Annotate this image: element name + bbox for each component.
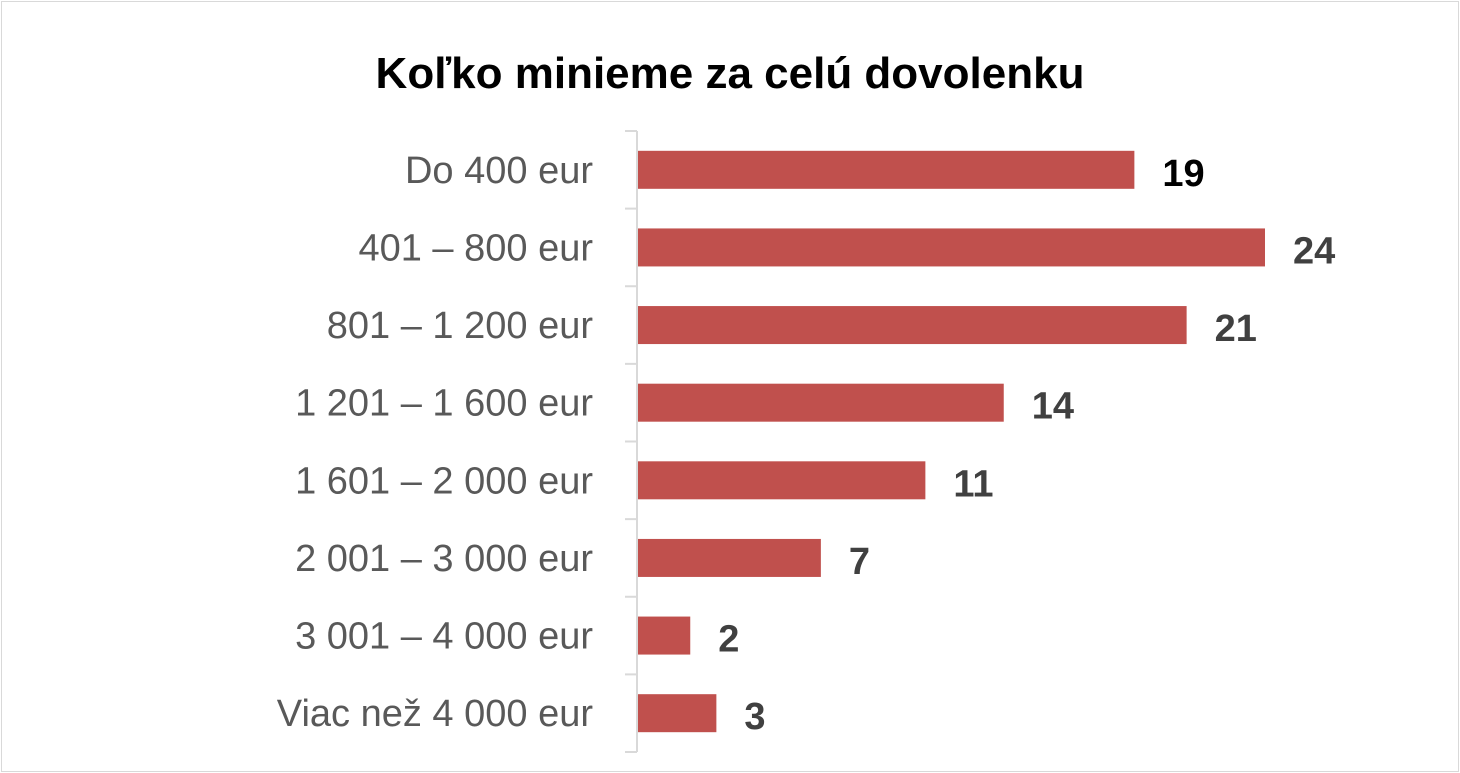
category-label: Viac než 4 000 eur: [277, 693, 594, 735]
category-label: 801 – 1 200 eur: [327, 305, 594, 347]
bar: [638, 383, 1004, 422]
category-label: 401 – 800 eur: [358, 227, 593, 269]
bar: [638, 461, 926, 500]
value-label: 2: [718, 619, 739, 661]
value-label: 3: [744, 696, 765, 738]
category-axis: [625, 130, 638, 753]
bar: [638, 694, 717, 733]
category-labels: Do 400 eur 401 – 800 eur 801 – 1 200 eur 1 …: [277, 150, 594, 735]
category-label: 1 201 – 1 600 eur: [295, 383, 593, 425]
bar: [638, 616, 691, 655]
bar: [638, 228, 1265, 267]
value-label: 11: [953, 463, 993, 505]
category-label: Do 400 eur: [405, 150, 593, 192]
value-label: 14: [1032, 386, 1074, 428]
category-label: 3 001 – 4 000 eur: [295, 616, 593, 658]
bar: [638, 538, 821, 577]
bar: [638, 306, 1187, 345]
value-label: 7: [849, 541, 870, 583]
category-label: 2 001 – 3 000 eur: [295, 538, 593, 580]
value-label: 24: [1293, 230, 1335, 272]
bar: [638, 150, 1135, 189]
value-labels: 19 24 21 14 11 7 23: [718, 153, 1335, 738]
bars: [638, 150, 1265, 733]
value-label: 21: [1215, 308, 1257, 350]
chart-title: Koľko minieme za celú dovolenku: [376, 49, 1085, 98]
category-label: 1 601 – 2 000 eur: [295, 460, 593, 502]
value-label: 19: [1162, 153, 1204, 195]
